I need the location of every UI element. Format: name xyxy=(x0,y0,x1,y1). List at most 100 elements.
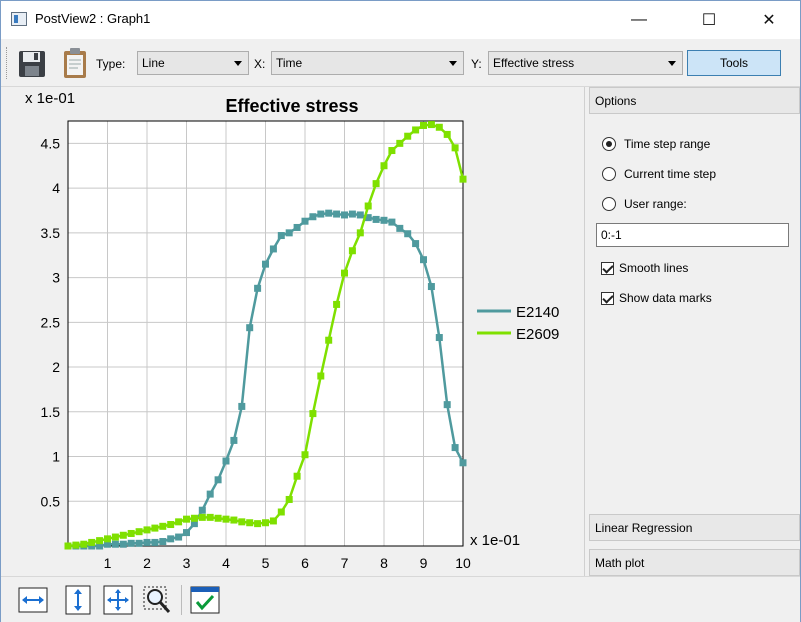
data-point xyxy=(151,524,159,532)
data-point xyxy=(269,245,277,253)
data-point xyxy=(348,247,356,255)
data-point xyxy=(111,540,119,548)
data-point xyxy=(451,444,459,452)
x-tick-label: 4 xyxy=(222,555,230,571)
zoom-height-icon[interactable] xyxy=(63,585,93,615)
data-point xyxy=(269,517,277,525)
data-point xyxy=(341,211,348,219)
maximize-button[interactable]: ☐ xyxy=(686,1,732,39)
y-tick-label: 1 xyxy=(52,449,60,465)
close-button[interactable]: ✕ xyxy=(746,1,792,39)
x-tick-label: 7 xyxy=(341,555,349,571)
close-icon: ✕ xyxy=(762,12,776,29)
radio-current-time-step[interactable]: Current time step xyxy=(602,167,716,181)
data-point xyxy=(388,147,396,155)
data-point xyxy=(88,538,96,546)
checkbox[interactable] xyxy=(601,291,614,305)
x-tick-label: 3 xyxy=(183,555,191,571)
zoom-fit-icon[interactable] xyxy=(103,585,133,615)
data-point xyxy=(443,130,451,138)
data-point xyxy=(206,513,214,521)
data-point xyxy=(317,372,325,380)
checkbox[interactable] xyxy=(601,261,614,275)
linear-regression-header[interactable]: Linear Regression xyxy=(589,514,800,541)
data-point xyxy=(333,300,341,308)
data-point xyxy=(435,123,443,131)
data-point xyxy=(412,240,420,248)
zoom-select-icon[interactable] xyxy=(142,585,172,615)
chevron-down-icon xyxy=(234,61,242,66)
tools-button[interactable]: Tools xyxy=(687,50,781,76)
data-point xyxy=(420,121,427,129)
checkbox-show-data-marks[interactable]: Show data marks xyxy=(601,291,712,305)
zoom-width-icon[interactable] xyxy=(18,585,48,615)
data-point xyxy=(372,215,380,223)
radio-button[interactable] xyxy=(602,197,616,211)
options-header[interactable]: Options xyxy=(589,87,800,114)
x-tick-label: 10 xyxy=(455,555,471,571)
radio-label: User range: xyxy=(624,197,687,211)
minimize-button[interactable]: — xyxy=(616,1,662,39)
data-point xyxy=(325,336,333,344)
radio-button[interactable] xyxy=(602,167,616,181)
data-point xyxy=(80,540,88,548)
data-point xyxy=(127,539,135,547)
data-point xyxy=(254,520,262,528)
x-tick-label: 2 xyxy=(143,555,151,571)
data-point xyxy=(285,229,293,237)
save-icon[interactable] xyxy=(17,47,47,79)
legend-label: E2609 xyxy=(516,326,559,343)
type-select[interactable]: Line xyxy=(137,51,249,75)
y-tick-label: 1.5 xyxy=(41,404,61,420)
radio-time-step-range[interactable]: Time step range xyxy=(602,137,710,151)
data-point xyxy=(246,519,254,527)
side-panel: Options Time step range Current time ste… xyxy=(584,87,800,576)
user-range-input[interactable] xyxy=(596,223,789,247)
checkbox-smooth-lines[interactable]: Smooth lines xyxy=(601,261,688,275)
data-point xyxy=(214,476,222,484)
effective-stress-chart[interactable]: 1 2 3 4 5 6 7 8 9 10 0.5 1 1.5 2 2.5 3 3.5 4 4.5 Effective … xyxy=(1,87,584,576)
data-point xyxy=(277,508,285,516)
data-point xyxy=(301,217,309,225)
data-point xyxy=(372,180,380,188)
data-point xyxy=(301,451,309,459)
x-tick-label: 6 xyxy=(301,555,309,571)
data-point xyxy=(396,139,404,147)
data-point xyxy=(443,401,451,409)
data-point xyxy=(88,542,96,550)
data-point xyxy=(151,538,159,546)
y-tick-label: 0.5 xyxy=(41,493,61,509)
data-point xyxy=(380,216,388,224)
math-plot-header[interactable]: Math plot xyxy=(589,549,800,576)
data-point xyxy=(96,542,104,550)
data-point xyxy=(427,283,435,291)
x-select[interactable]: Time xyxy=(271,51,464,75)
main-toolbar: Type: Line X: Time Y: Effective stress T… xyxy=(1,39,800,87)
data-point xyxy=(238,518,246,526)
data-point xyxy=(104,535,111,543)
data-point xyxy=(198,506,206,514)
clipboard-icon[interactable] xyxy=(60,47,90,79)
data-point xyxy=(262,519,269,527)
y-select[interactable]: Effective stress xyxy=(488,51,683,75)
data-point xyxy=(159,538,167,546)
data-point xyxy=(356,229,364,237)
data-point xyxy=(183,515,190,523)
calendar-check-icon[interactable] xyxy=(190,585,220,615)
data-point xyxy=(412,126,420,134)
toolbar-grip[interactable] xyxy=(6,47,9,79)
data-point xyxy=(277,232,285,240)
x-label: X: xyxy=(254,57,266,71)
chevron-down-icon xyxy=(668,61,676,66)
radio-user-range[interactable]: User range: xyxy=(602,197,687,211)
y-tick-label: 4.5 xyxy=(41,135,61,151)
plot-border xyxy=(67,120,464,547)
data-point xyxy=(459,175,467,183)
x-scale-label: x 1e-01 xyxy=(470,532,520,549)
data-point xyxy=(190,514,198,522)
minimize-icon: — xyxy=(631,11,647,28)
plot-area[interactable]: 1 2 3 4 5 6 7 8 9 10 0.5 1 1.5 2 2.5 3 3.5 4 4.5 Effective … xyxy=(1,87,584,576)
radio-button[interactable] xyxy=(602,137,616,151)
checkbox-label: Smooth lines xyxy=(619,261,689,275)
data-point xyxy=(143,538,151,546)
